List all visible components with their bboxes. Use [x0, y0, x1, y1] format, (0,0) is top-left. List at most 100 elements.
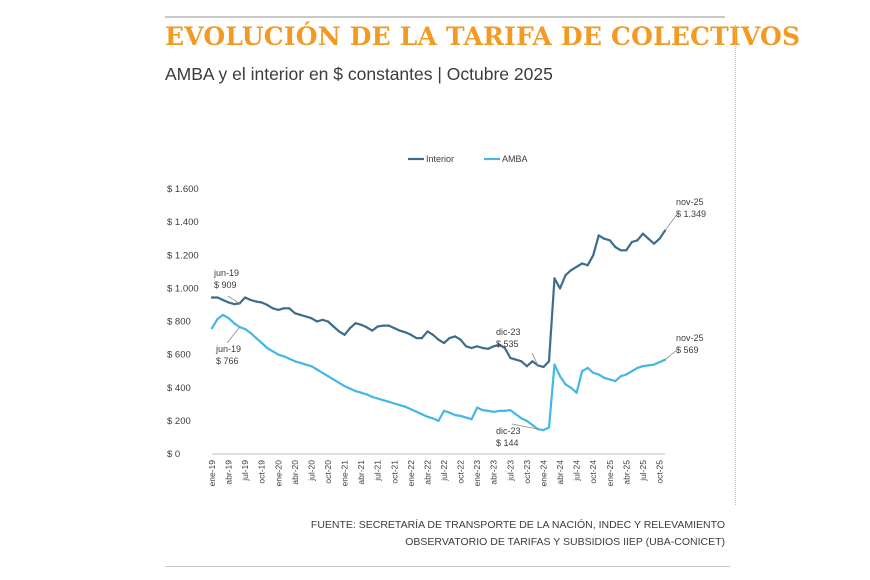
data-point-amba [614, 380, 617, 383]
x-tick-label: jul-21 [373, 460, 383, 482]
data-point-amba [354, 390, 357, 393]
data-point-interior [603, 237, 606, 240]
data-point-amba [647, 364, 650, 367]
x-tick-label: jul-24 [572, 460, 582, 482]
data-point-interior [376, 325, 379, 328]
data-point-amba [487, 409, 490, 412]
data-point-amba [343, 385, 346, 388]
dotted-divider [735, 25, 736, 505]
data-point-interior [592, 254, 595, 257]
data-point-interior [315, 320, 319, 323]
data-point-amba [338, 381, 341, 384]
data-point-amba [409, 408, 412, 411]
x-tick-label: abr-22 [422, 460, 432, 485]
data-point-amba [581, 370, 584, 373]
data-point-interior [249, 298, 252, 302]
data-point-amba [498, 409, 501, 412]
data-point-interior [393, 327, 396, 330]
data-point-interior [514, 358, 517, 361]
data-point-interior [586, 264, 589, 267]
data-point-amba [266, 346, 269, 350]
data-point-interior [349, 327, 352, 330]
data-point-amba [592, 371, 595, 374]
data-point-interior [570, 269, 573, 272]
data-point-amba [260, 341, 263, 345]
x-tick-label: ene-25 [605, 460, 615, 487]
annotation-leader [664, 212, 679, 231]
data-point-amba [277, 353, 280, 356]
data-point-amba [415, 410, 418, 413]
data-point-interior [360, 323, 363, 326]
data-point-interior [597, 234, 600, 237]
title-top-rule [165, 16, 725, 18]
data-point-amba [481, 409, 484, 412]
x-tick-label: oct-21 [389, 460, 399, 484]
data-point-interior [387, 324, 390, 327]
series-line-interior [210, 229, 667, 369]
x-axis: ene-19 abr-19 jul-19 oct-19 ene-20 abr-20 jul-… [207, 453, 665, 487]
data-point-interior [255, 300, 258, 303]
data-point-interior [437, 338, 440, 341]
x-tick-label: jul-23 [505, 460, 515, 482]
bottom-rule [165, 566, 730, 567]
data-point-amba [603, 376, 606, 379]
data-point-amba [476, 406, 479, 409]
data-point-interior [354, 322, 357, 325]
x-tick-label: ene-23 [472, 460, 482, 487]
data-point-interior [431, 333, 435, 336]
data-point-interior [426, 330, 429, 333]
chart-annotations: jun-19 $ 909 jun-19 $ 766 dic-23 $ 535 dic-23 $… [213, 197, 706, 448]
data-point-interior [608, 239, 611, 242]
data-point-amba [404, 405, 407, 408]
data-point-amba [547, 426, 551, 429]
data-point-interior [564, 274, 567, 277]
data-point-interior [227, 301, 230, 304]
x-tick-label: oct-19 [257, 460, 267, 484]
y-tick-label: $ 200 [167, 416, 191, 427]
y-tick-label: $ 400 [167, 383, 191, 394]
data-point-interior [581, 262, 584, 265]
source-line-2: OBSERVATORIO DE TARIFAS Y SUBSIDIOS IIEP… [405, 536, 725, 548]
x-tick-label: abr-19 [224, 460, 234, 485]
data-point-amba [514, 413, 517, 416]
data-point-amba [575, 391, 578, 394]
data-point-amba [525, 419, 529, 422]
data-point-amba [542, 429, 545, 432]
chart-legend: Interior AMBA [408, 154, 528, 164]
data-point-amba [288, 357, 291, 360]
data-point-amba [448, 411, 451, 414]
x-tick-label: jul-22 [439, 460, 449, 482]
data-point-interior [371, 329, 374, 332]
series-line-amba [210, 313, 667, 432]
x-tick-label: abr-20 [290, 460, 300, 485]
data-point-interior [459, 338, 462, 341]
x-tick-label: abr-23 [489, 460, 499, 485]
data-point-interior [338, 330, 341, 333]
x-tick-label: abr-21 [356, 460, 366, 485]
data-point-interior [210, 296, 214, 299]
data-point-amba [393, 402, 396, 405]
source-note: FUENTE: SECRETARÍA DE TRANSPORTE DE LA N… [260, 517, 725, 551]
data-point-interior [481, 346, 484, 350]
annotation-leader [531, 352, 539, 366]
y-axis: $ 0 $ 200 $ 400 $ 600 $ 800 $ 1.000 $ 1.200 $ 1… [167, 184, 199, 460]
data-point-interior [625, 249, 628, 252]
data-point-amba [625, 373, 628, 376]
x-tick-label: oct-20 [323, 460, 333, 484]
annotation-date: nov-25 [676, 333, 704, 343]
data-point-interior [326, 320, 330, 323]
data-point-interior [658, 237, 661, 240]
annotation-leader [511, 423, 539, 430]
source-line-1: FUENTE: SECRETARÍA DE TRANSPORTE DE LA N… [310, 519, 725, 531]
data-point-amba [387, 400, 390, 403]
data-point-amba [437, 419, 440, 422]
data-point-amba [233, 322, 236, 325]
data-point-amba [553, 363, 556, 366]
data-point-interior [553, 277, 556, 280]
data-point-amba [531, 423, 534, 427]
x-tick-label: ene-19 [207, 460, 217, 487]
x-tick-label: ene-21 [340, 460, 350, 487]
data-point-amba [492, 410, 495, 413]
y-tick-label: $ 600 [167, 350, 191, 361]
data-point-amba [326, 375, 330, 378]
